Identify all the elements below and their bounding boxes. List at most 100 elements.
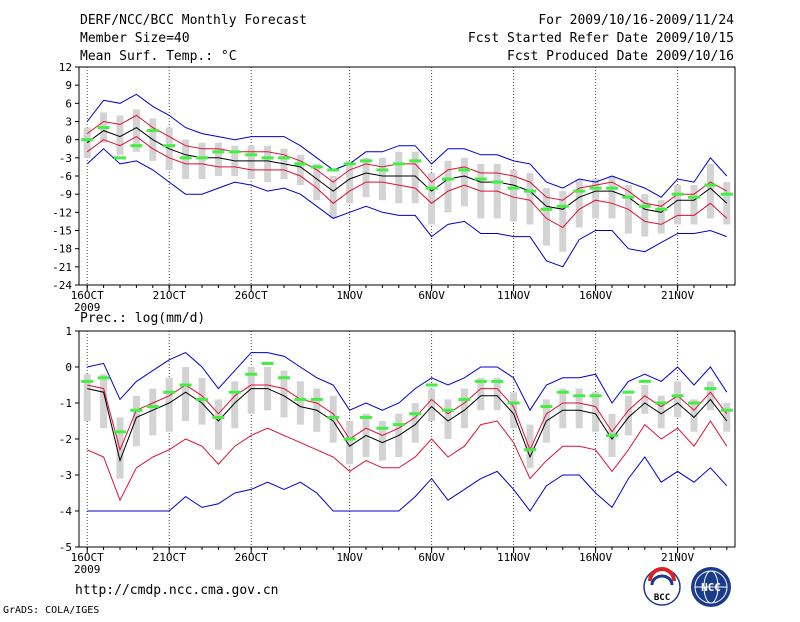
x-year-label: 2009 [74, 563, 101, 576]
observed-marker [638, 204, 651, 208]
spread-box [493, 377, 501, 411]
observed-marker [556, 204, 569, 208]
spread-box [198, 377, 206, 425]
spread-box [444, 160, 452, 213]
observed-marker [474, 177, 487, 181]
observed-marker [146, 129, 159, 133]
bcc-logo-text: BCC [654, 593, 670, 603]
footer-url[interactable]: http://cmdp.ncc.cma.gov.cn [75, 583, 279, 598]
observed-marker [278, 156, 290, 160]
observed-marker [294, 162, 307, 166]
series-min-line [86, 148, 727, 268]
grads-credit: GrADS: COLA/IGES [3, 605, 99, 616]
spread-box [296, 381, 304, 425]
y-tick-label: -6 [59, 170, 72, 183]
observed-marker [589, 186, 602, 190]
bcc-logo: BCC [643, 567, 681, 606]
x-tick-label: 16NOV [579, 289, 612, 302]
observed-marker [704, 183, 717, 187]
ncc-logo-text: NCC [701, 581, 721, 594]
spread-box [214, 142, 222, 176]
spread-box [624, 395, 632, 436]
spread-box [460, 388, 468, 429]
spread-box [559, 191, 567, 252]
observed-marker [458, 397, 471, 401]
observed-marker [376, 426, 389, 430]
observed-marker [228, 150, 241, 154]
observed-marker [130, 144, 143, 148]
observed-marker [425, 383, 438, 387]
observed-marker [425, 186, 438, 190]
y-tick-label: 9 [65, 79, 72, 92]
observed-marker [409, 159, 422, 163]
x-tick-label: 21OCT [153, 289, 186, 302]
spread-box [264, 145, 272, 183]
spread-box [395, 151, 403, 204]
spread-box [378, 157, 386, 201]
y-tick-label: -3 [59, 152, 72, 165]
spread-box [411, 151, 419, 204]
spread-box [149, 388, 157, 436]
spread-box [723, 403, 731, 432]
spread-box [362, 157, 370, 198]
spread-box [592, 179, 600, 219]
observed-marker [360, 415, 372, 419]
y-tick-label: -18 [52, 243, 72, 256]
observed-marker [196, 156, 208, 160]
observed-marker [327, 415, 340, 419]
x-tick-label: 26OCT [235, 289, 268, 302]
plot-frame [78, 330, 736, 548]
y-tick-label: 6 [65, 97, 72, 110]
x-tick-label: 21NOV [661, 551, 694, 564]
spread-box [182, 367, 190, 421]
y-tick-label: 0 [65, 134, 72, 147]
header-start-date: Fcst Started Refer Date 2009/10/15 [468, 31, 734, 46]
observed-marker [392, 423, 405, 427]
y-tick-label: 3 [65, 116, 72, 129]
observed-marker [688, 195, 700, 199]
observed-marker [573, 394, 586, 398]
observed-marker [638, 379, 651, 383]
observed-marker [720, 192, 733, 196]
observed-marker [442, 408, 454, 412]
spread-box [608, 176, 616, 219]
observed-marker [606, 433, 618, 437]
x-tick-label: 21OCT [153, 551, 186, 564]
y-tick-label: 0 [65, 361, 72, 374]
series-lower-line [86, 420, 728, 502]
header-title: DERF/NCC/BCC Monthly Forecast [80, 13, 307, 28]
header-produced-date: Fcst Produced Date 2009/10/16 [507, 49, 734, 64]
y-tick-label: -12 [52, 206, 72, 219]
series-upper-line [87, 384, 728, 452]
spread-box [526, 172, 534, 225]
observed-marker [114, 156, 126, 160]
y-tick-label: -21 [52, 261, 72, 274]
spread-box [378, 421, 386, 461]
spread-box [116, 115, 124, 155]
spread-box [690, 185, 698, 225]
spread-box [559, 388, 567, 429]
spread-box [182, 139, 190, 180]
observed-marker [97, 376, 110, 380]
spread-box [657, 200, 665, 234]
observed-marker [622, 195, 635, 199]
spread-box [510, 169, 518, 222]
observed-marker [163, 144, 176, 148]
spread-box [132, 109, 140, 152]
observed-marker [474, 379, 487, 383]
y-tick-label: -5 [59, 541, 72, 554]
spread-box [477, 377, 485, 411]
observed-marker [573, 189, 586, 193]
x-tick-label: 11NOV [497, 289, 530, 302]
spread-box [346, 160, 354, 204]
y-tick-label: -24 [52, 279, 72, 292]
observed-marker [294, 397, 307, 401]
y-tick-label: -15 [52, 225, 72, 238]
observed-marker [589, 394, 602, 398]
series-min-line [87, 456, 728, 512]
spread-box [592, 392, 600, 432]
spread-box [428, 172, 436, 225]
header-period: For 2009/10/16-2009/11/24 [538, 13, 734, 28]
